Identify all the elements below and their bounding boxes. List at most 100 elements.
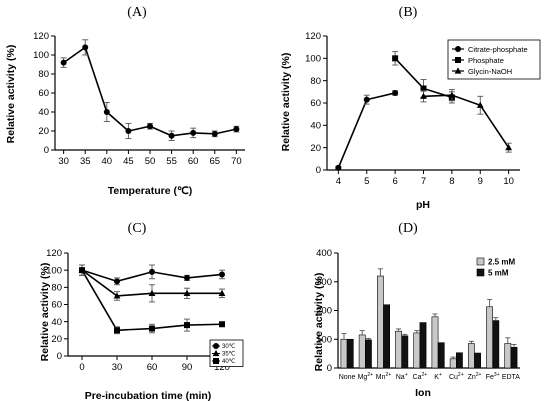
x-tick-label-d: Mg2+ — [358, 372, 374, 381]
bar-2-5mm — [467, 343, 475, 369]
bar-5mm — [364, 339, 372, 369]
legend-label-b: Glycin-NaOH — [468, 67, 512, 76]
bar-5mm — [346, 338, 354, 369]
legend-label-d: 5 mM — [488, 269, 509, 278]
bar-2-5mm — [504, 343, 512, 369]
bar-2-5mm — [486, 306, 493, 369]
y-tick-label-d: 400 — [316, 248, 332, 259]
x-tick-label-c: 30 — [112, 362, 123, 373]
data-point-c — [148, 289, 156, 296]
y-tick-label-c: 80 — [51, 283, 62, 294]
x-tick-label-b: 6 — [392, 176, 397, 187]
x-tick-label-b: 7 — [421, 176, 426, 187]
data-point-b — [476, 101, 484, 108]
data-point-a — [147, 123, 153, 130]
data-point-b — [392, 89, 399, 96]
data-point-a — [233, 126, 240, 133]
data-point-c — [219, 321, 225, 328]
series-a-0 — [60, 39, 240, 141]
legend-label-c: 40℃ — [222, 359, 236, 365]
y-tick-label-d: 300 — [316, 277, 332, 288]
series-b-2 — [420, 89, 513, 153]
y-tick-label-b: 100 — [305, 54, 321, 65]
x-tick-label-b: 10 — [503, 176, 514, 187]
y-tick-label-d: 0 — [327, 363, 332, 374]
bar-2-5mm — [449, 358, 457, 369]
y-tick-label-b: 60 — [310, 98, 321, 109]
y-tick-label-c: 100 — [46, 265, 62, 276]
y-axis-title-d: Relative activity (%) — [313, 273, 325, 372]
series-c-2 — [79, 264, 225, 335]
data-point-a — [211, 130, 218, 137]
x-tick-label-d: Mn2+ — [376, 372, 392, 381]
bar-2-5mm — [376, 275, 384, 369]
data-point-b — [335, 164, 342, 171]
data-point-a — [82, 44, 89, 51]
legend-marker-c — [213, 358, 219, 364]
bar-2-5mm — [431, 316, 439, 369]
data-point-a — [103, 109, 110, 115]
legend-swatch-d — [476, 268, 485, 277]
y-tick-label-a: 100 — [33, 50, 49, 61]
y-tick-label-b: 40 — [310, 121, 321, 132]
data-point-a — [168, 132, 175, 139]
x-axis-title-b: pH — [416, 199, 430, 211]
legend-label-b: Citrate-phosphate — [468, 45, 528, 54]
data-point-c — [219, 271, 225, 278]
x-axis-title-d: Ion — [415, 387, 431, 399]
data-point-a — [125, 128, 132, 134]
data-point-c — [149, 268, 155, 275]
x-tick-label-d: Ca2+ — [413, 372, 428, 381]
bar-2-5mm — [340, 338, 348, 369]
bar-5mm — [419, 322, 427, 369]
x-tick-label-c: 120 — [214, 362, 230, 373]
data-point-a — [60, 59, 67, 66]
x-tick-label-d: Na+ — [396, 372, 408, 381]
x-tick-label-c: 0 — [79, 362, 84, 373]
data-point-c — [114, 327, 120, 334]
legend-label-c: 35℃ — [222, 352, 236, 358]
y-tick-label-a: 80 — [38, 69, 49, 80]
panel-label-c: (C) — [128, 221, 147, 236]
legend-b: Citrate-phosphate Phosphate Glycin-NaOH — [447, 39, 541, 80]
x-tick-label-a: 35 — [80, 156, 91, 167]
legend-label-d: 2.5 mM — [488, 258, 515, 267]
data-point-a — [190, 129, 197, 136]
x-tick-label-c: 90 — [182, 362, 193, 373]
y-tick-label-b: 0 — [316, 165, 321, 176]
y-tick-label-c: 20 — [51, 334, 62, 345]
data-point-b — [392, 55, 399, 62]
bar-2-5mm — [395, 330, 402, 369]
series-line-b-2 — [423, 94, 510, 149]
y-tick-label-a: 20 — [38, 126, 49, 137]
y-tick-label-a: 60 — [38, 88, 49, 99]
y-tick-label-d: 100 — [316, 334, 332, 345]
series-b-0 — [335, 89, 399, 171]
plot-area-a: 0 20 40 60 80 100 120 30 35 40 45 50 55 60 65 70 — [33, 31, 245, 167]
x-tick-label-d: Cu2+ — [449, 372, 464, 381]
legend-marker-c — [213, 343, 219, 349]
data-point-c — [218, 289, 226, 296]
x-tick-label-a: 60 — [188, 156, 199, 167]
y-axis-title-c: Relative activity (%) — [39, 263, 51, 362]
x-axis-title-c: Pre-incubation time (min) — [85, 390, 212, 401]
bar-5mm — [474, 352, 481, 369]
legend-label-c: 30℃ — [222, 344, 236, 350]
x-tick-label-d: EDTA — [502, 374, 520, 381]
y-tick-label-d: 200 — [316, 306, 332, 317]
x-tick-label-a: 55 — [166, 156, 177, 167]
x-tick-label-a: 45 — [123, 156, 134, 167]
legend-marker-b — [455, 57, 461, 63]
x-tick-label-b: 8 — [449, 176, 454, 187]
data-point-c — [183, 289, 191, 296]
panel-label-b: (B) — [399, 5, 418, 20]
data-point-b — [448, 91, 456, 98]
y-tick-label-c: 0 — [57, 351, 62, 362]
bar-5mm — [383, 304, 390, 369]
data-point-b — [420, 85, 427, 92]
bar-5mm — [437, 342, 445, 369]
x-tick-label-b: 5 — [364, 176, 369, 187]
x-tick-label-a: 30 — [58, 156, 69, 167]
x-tick-label-b: 9 — [478, 176, 483, 187]
